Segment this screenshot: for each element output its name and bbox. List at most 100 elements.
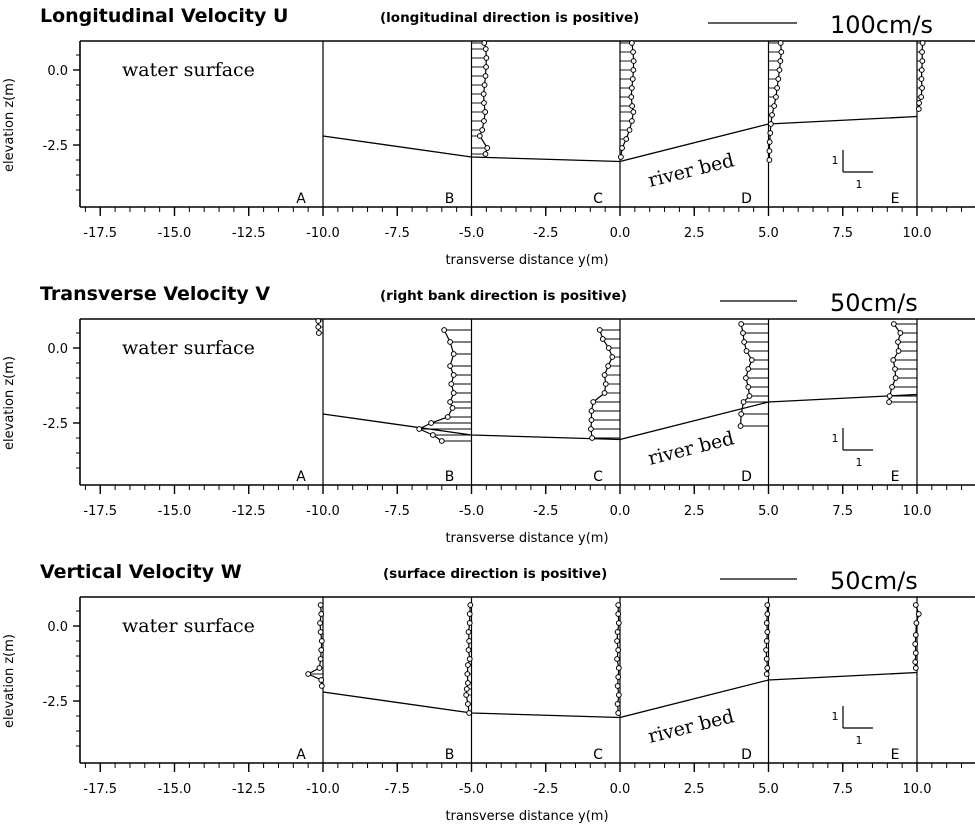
profile-point-B xyxy=(441,327,448,333)
profile-point-D xyxy=(773,94,779,100)
profile-point-D xyxy=(767,130,774,136)
profile-point-E xyxy=(918,94,925,100)
x-tick-label: -15.0 xyxy=(158,782,192,797)
profile-point-B xyxy=(463,686,470,692)
y-axis-label: elevation z(m) xyxy=(2,634,17,728)
profile-point-C xyxy=(587,426,594,432)
profile-point-A xyxy=(318,683,325,689)
profile-point-C xyxy=(614,638,620,644)
profile-point-B xyxy=(476,133,483,139)
x-tick-label: 0.0 xyxy=(610,504,631,519)
profile-point-A xyxy=(318,647,325,653)
x-tick-label: 2.5 xyxy=(684,226,705,241)
river-bed-label: river bed xyxy=(646,427,737,470)
station-label-E: E xyxy=(891,191,900,207)
profile-point-D xyxy=(774,85,781,91)
profile-point-B xyxy=(481,118,487,124)
profile-point-E xyxy=(918,67,925,73)
profile-point-B xyxy=(438,438,445,444)
x-tick-label: -12.5 xyxy=(232,226,266,241)
station-label-B: B xyxy=(445,191,455,207)
scale-label: 50cm/s xyxy=(830,289,918,317)
profile-point-C xyxy=(589,435,595,441)
x-tick-label: -10.0 xyxy=(306,782,340,797)
profile-point-C xyxy=(605,345,612,351)
profile-point-C xyxy=(615,611,622,617)
profile-point-C xyxy=(614,629,621,635)
profile-point-E xyxy=(912,650,919,656)
profile-point-B xyxy=(450,351,457,357)
profile-point-D xyxy=(777,58,784,64)
profile-point-D xyxy=(769,112,775,118)
profile-point-C xyxy=(599,336,606,342)
profile-point-D xyxy=(776,67,783,73)
y-tick-label: -2.5 xyxy=(43,695,68,710)
profile-point-D xyxy=(764,629,771,635)
profile-point-C xyxy=(630,67,637,73)
profile-point-C xyxy=(588,417,595,423)
profile-point-E xyxy=(913,620,920,626)
profile-point-B xyxy=(465,701,471,707)
profile-point-E xyxy=(890,321,897,327)
profile-point-D xyxy=(763,647,770,653)
profile-point-D xyxy=(748,357,755,363)
x-tick-label: 0.0 xyxy=(610,226,631,241)
profile-point-E xyxy=(912,641,919,647)
profile-point-E xyxy=(919,58,926,64)
x-axis-label: transverse distance y(m) xyxy=(445,809,608,824)
station-label-B: B xyxy=(445,469,455,485)
profile-point-E xyxy=(912,665,919,671)
station-label-C: C xyxy=(593,747,603,763)
y-axis-label: elevation z(m) xyxy=(2,356,17,450)
profile-point-E xyxy=(915,611,922,617)
profile-point-D xyxy=(771,103,778,109)
unit-scale-vertical-label: 1 xyxy=(832,710,839,723)
profile-point-D xyxy=(763,638,770,644)
profile-point-D xyxy=(745,384,752,390)
profile-point-B xyxy=(481,40,488,46)
profile-point-D xyxy=(763,620,770,626)
x-axis-label: transverse distance y(m) xyxy=(445,531,608,546)
profile-point-D xyxy=(740,330,746,336)
profile-point-C xyxy=(619,145,625,151)
profile-point-E xyxy=(892,375,899,381)
profile-point-C xyxy=(628,94,635,100)
station-label-D: D xyxy=(741,191,752,207)
profile-point-C xyxy=(615,710,622,716)
direction-note: (right bank direction is positive) xyxy=(380,288,627,304)
profile-point-E xyxy=(919,49,925,55)
station-label-E: E xyxy=(891,469,900,485)
profile-point-D xyxy=(764,665,771,671)
profile-point-B xyxy=(465,680,471,686)
x-tick-label: -17.5 xyxy=(83,782,117,797)
profile-point-B xyxy=(447,363,454,369)
profile-point-B xyxy=(463,692,470,698)
profile-point-D xyxy=(741,339,748,345)
profile-point-C xyxy=(601,390,608,396)
profile-point-A xyxy=(318,677,325,683)
profile-point-D xyxy=(777,40,784,46)
profile-point-C xyxy=(615,692,622,698)
profile-point-C xyxy=(628,40,635,46)
x-tick-label: -7.5 xyxy=(385,782,410,797)
water-surface-label: water surface xyxy=(122,615,255,637)
river-bed-label: river bed xyxy=(646,149,737,192)
profile-point-E xyxy=(890,357,897,363)
profile-point-B xyxy=(482,73,489,79)
profile-point-C xyxy=(615,602,622,608)
profile-point-B xyxy=(479,127,486,133)
water-surface-label: water surface xyxy=(122,59,255,81)
x-tick-label: 5.0 xyxy=(758,782,779,797)
profile-point-E xyxy=(895,348,902,354)
profile-point-B xyxy=(481,82,488,88)
profile-point-D xyxy=(764,611,771,617)
profile-point-B xyxy=(444,414,451,420)
profile-point-D xyxy=(763,656,770,662)
profile-point-B xyxy=(483,55,490,61)
scale-label: 100cm/s xyxy=(830,11,933,39)
profile-point-D xyxy=(767,121,774,127)
profile-point-B xyxy=(448,381,455,387)
profile-point-A xyxy=(318,611,325,617)
unit-scale-horizontal-label: 1 xyxy=(856,178,863,191)
x-tick-label: -7.5 xyxy=(385,226,410,241)
